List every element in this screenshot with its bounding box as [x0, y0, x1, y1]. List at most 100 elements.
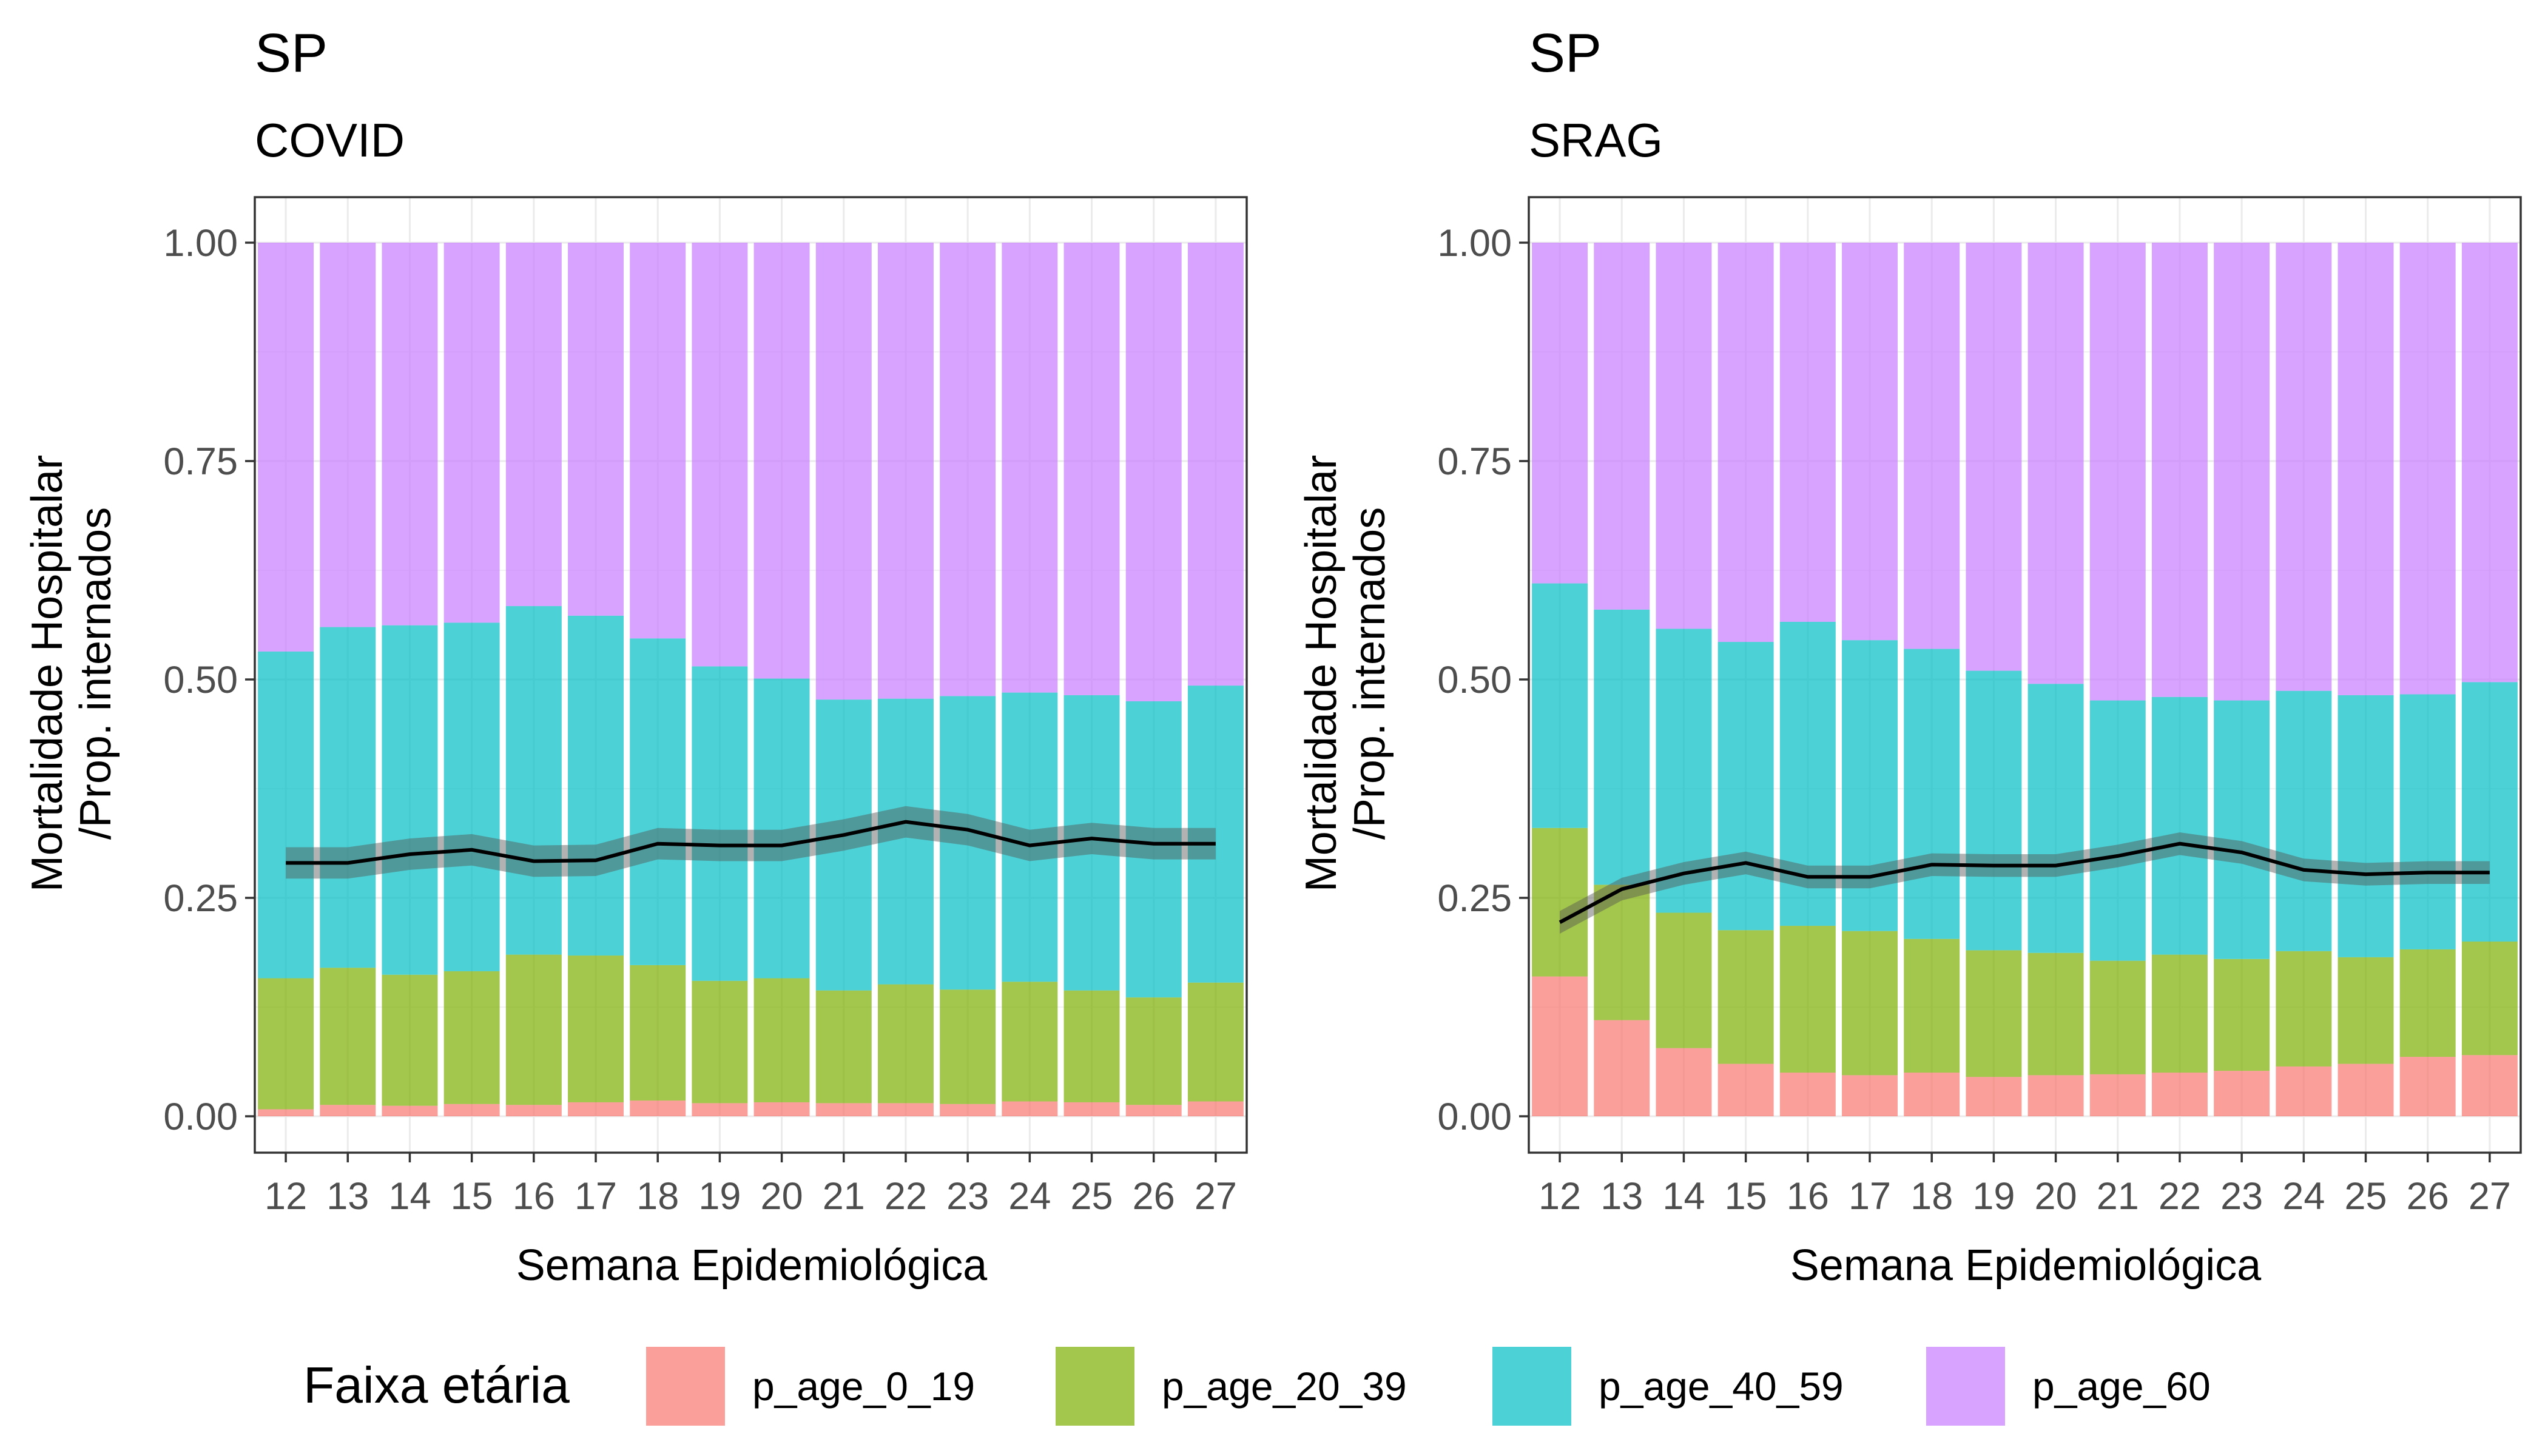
bar-segment — [443, 622, 500, 971]
bar-segment — [815, 243, 872, 700]
bar-segment — [2461, 682, 2518, 942]
bar-segment — [1966, 1077, 2022, 1116]
bar-segment — [2027, 684, 2084, 953]
x-axis: 12 13 14 15 16 17 18 19 20 21 22 23 24 25 26 27 — [265, 1153, 1237, 1218]
bar-segment — [2461, 1055, 2518, 1116]
bar-segment — [1779, 926, 1836, 1073]
bar-segment — [753, 1102, 810, 1116]
bar-segment — [2151, 1073, 2208, 1116]
x-axis: 12 13 14 15 16 17 18 19 20 21 22 23 24 25 26 27 — [1539, 1153, 2511, 1218]
bar-segment — [1002, 692, 1058, 982]
bar-segment — [630, 243, 686, 639]
legend-key — [1056, 1347, 1134, 1426]
bar-segment — [1842, 243, 1898, 641]
bar-segment — [1125, 243, 1182, 701]
bar-segment — [753, 978, 810, 1102]
bar-segment — [1966, 950, 2022, 1077]
bar-segment — [505, 243, 562, 607]
x-tick-label: 20 — [761, 1175, 803, 1218]
x-tick-label: 14 — [1662, 1175, 1705, 1218]
bar-segment — [320, 968, 376, 1105]
bar-segment — [1002, 1101, 1058, 1116]
legend-items: p_age_0_19 p_age_20_39 p_age_40_59 p_age_60 — [646, 1347, 2211, 1426]
bar-segment — [815, 990, 872, 1104]
bar-segment — [692, 1103, 748, 1116]
bar-segment — [2276, 1066, 2332, 1116]
confidence-band — [286, 806, 1216, 879]
bar-segment — [568, 956, 624, 1102]
bar-segment — [1063, 1102, 1120, 1116]
bar-segment — [1532, 583, 1588, 828]
x-tick-label: 13 — [326, 1175, 369, 1218]
bar-segment — [2027, 952, 2084, 1076]
y-axis: 0.00 0.25 0.50 0.75 1.00 — [163, 222, 255, 1138]
bar-segment — [258, 1109, 314, 1116]
bar-segment — [2276, 690, 2332, 951]
bar-segment — [2276, 951, 2332, 1067]
bar-segment — [2027, 1075, 2084, 1116]
legend-label: p_age_0_19 — [752, 1364, 975, 1409]
x-tick-label: 12 — [265, 1175, 307, 1218]
chart-title: SP — [1529, 23, 1602, 84]
bar-segment — [1904, 649, 1960, 939]
bar-segment — [1594, 885, 1650, 1020]
bar-segment — [1063, 243, 1120, 695]
bar-segment — [1904, 939, 1960, 1073]
bar-segment — [877, 698, 934, 985]
bar-segment — [2214, 1071, 2270, 1116]
bar-segment — [1842, 1075, 1898, 1116]
x-tick-label: 18 — [1910, 1175, 1953, 1218]
bar-segment — [692, 980, 748, 1104]
bar-segment — [1532, 827, 1588, 977]
x-tick-label: 12 — [1539, 1175, 1581, 1218]
bar-segment — [1717, 930, 1774, 1064]
bar-segment — [2399, 694, 2456, 949]
x-tick-label: 16 — [513, 1175, 555, 1218]
x-tick-label: 25 — [2344, 1175, 2387, 1218]
x-tick-label: 26 — [1133, 1175, 1175, 1218]
legend-key — [1926, 1347, 2005, 1426]
y-tick-label: 1.00 — [1437, 222, 1512, 265]
bar-segment — [753, 678, 810, 979]
bar-segment — [2399, 949, 2456, 1057]
covid-chart-panel: SP COVID Mortalidade Hospitalar /Prop. i… — [23, 23, 1248, 1290]
x-tick-label: 21 — [823, 1175, 865, 1218]
bar-segment — [1904, 1073, 1960, 1116]
y-tick-label: 0.25 — [163, 877, 238, 920]
bar-segment — [1063, 695, 1120, 991]
bar-segment — [505, 606, 562, 955]
chart-subtitle: COVID — [255, 113, 405, 167]
y-tick-label: 0.50 — [163, 659, 238, 701]
bar-segment — [1904, 243, 1960, 649]
x-tick-label: 22 — [885, 1175, 927, 1218]
bar-segment — [1717, 642, 1774, 931]
bar-segment — [940, 1104, 996, 1116]
bar-segment — [1594, 609, 1650, 885]
bar-segment — [2089, 1074, 2146, 1116]
x-axis-title: Semana Epidemiológica — [1790, 1241, 2262, 1290]
plot-area: 0.00 0.25 0.50 0.75 1.00 12 13 14 15 16 17 18 19 20 21… — [163, 196, 1248, 1218]
y-tick-label: 0.75 — [163, 440, 238, 483]
bar-segment — [1656, 912, 1712, 1048]
bar-segment — [815, 1103, 872, 1116]
bar-segment — [1656, 1048, 1712, 1116]
x-tick-label: 25 — [1070, 1175, 1113, 1218]
y-axis: 0.00 0.25 0.50 0.75 1.00 — [1437, 222, 1529, 1138]
bar-segment — [1842, 640, 1898, 931]
panel-border — [1528, 196, 2522, 1154]
bar-segment — [753, 243, 810, 679]
bar-segment — [1187, 982, 1244, 1102]
bar-segment — [940, 696, 996, 990]
bar-segment — [443, 243, 500, 623]
bar-segment — [2276, 243, 2332, 691]
legend-key — [1492, 1347, 1571, 1426]
mortality-line — [1559, 841, 2490, 924]
bar-segment — [382, 625, 438, 975]
x-tick-label: 21 — [2097, 1175, 2139, 1218]
x-tick-label: 17 — [1849, 1175, 1891, 1218]
x-tick-label: 13 — [1600, 1175, 1643, 1218]
bar-segment — [568, 1102, 624, 1116]
bar-segment — [630, 965, 686, 1101]
bar-segment — [1532, 976, 1588, 1116]
bar-segment — [443, 971, 500, 1104]
